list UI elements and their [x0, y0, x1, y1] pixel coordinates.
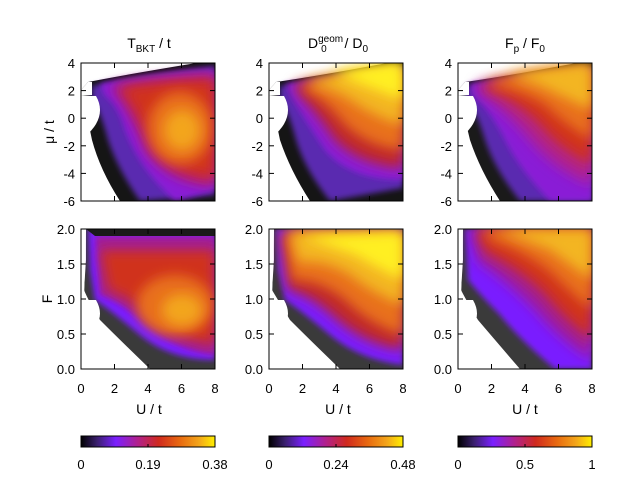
heatmap-panel-tbkt-f	[80, 228, 216, 370]
y-tick-label: 0.5	[245, 327, 263, 342]
y-tick-label: 0	[445, 111, 452, 126]
x-tick-label: 2	[111, 381, 118, 396]
colorbar-tick-label: 1	[588, 457, 595, 472]
x-tick-label: 4	[144, 381, 151, 396]
x-tick-label: 8	[588, 381, 595, 396]
y-tick-label: -2	[251, 139, 263, 154]
colorbar-tick-label: 0	[77, 457, 84, 472]
colorbar-tick-label: 0	[265, 457, 272, 472]
heatmap-field	[458, 63, 592, 201]
panel-title-d0geom: Dgeom 0 / D0	[308, 34, 368, 55]
x-tick-label: 0	[454, 381, 461, 396]
y-tick-label: 0.0	[434, 362, 452, 377]
heatmap-field	[458, 229, 592, 369]
y-tick-label: 1.5	[57, 257, 75, 272]
y-tick-label: 1.5	[434, 257, 452, 272]
y-tick-label: 0.5	[434, 327, 452, 342]
y-tick-label: -6	[63, 194, 75, 209]
y-tick-label: 2.0	[57, 222, 75, 237]
x-tick-label: 8	[211, 381, 218, 396]
y-axis-label-mu: μ / t	[41, 120, 57, 144]
y-tick-label: 1.0	[245, 292, 263, 307]
y-tick-label: 2	[256, 84, 263, 99]
tick-labels: 4 2 0 -2 -4 -6 4 2 0 -2 -4 -6 4 2 0 -2 -4 -6 2.0 1.5 1.0 0.5 0…	[57, 56, 596, 396]
x-tick-label: 4	[521, 381, 528, 396]
x-tick-label: 4	[332, 381, 339, 396]
y-tick-label: 2	[445, 84, 452, 99]
y-axis-label-f: F	[39, 295, 55, 304]
y-tick-label: 0.5	[57, 327, 75, 342]
y-tick-label: -2	[440, 139, 452, 154]
heatmap-panel-fp-f	[457, 228, 593, 370]
heatmap-panel-d0geom-f	[268, 228, 404, 370]
colorbar-tick-label: 0	[454, 457, 461, 472]
colorbars: 0 0.19 0.38 0 0.24 0.48 0 0.5 1	[77, 435, 596, 472]
y-tick-label: 0.0	[57, 362, 75, 377]
panel-title-fp: Fp / F0	[505, 35, 545, 55]
x-tick-label: 8	[399, 381, 406, 396]
y-tick-label: -6	[251, 194, 263, 209]
y-tick-label: -4	[63, 166, 75, 181]
y-tick-label: 4	[256, 56, 263, 71]
y-tick-label: 1.0	[434, 292, 452, 307]
heatmap-field	[269, 63, 403, 201]
x-tick-label: 6	[555, 381, 562, 396]
colorbar-tick-label: 0.5	[516, 457, 534, 472]
colorbar-tick-label: 0.24	[323, 457, 348, 472]
y-tick-label: -6	[440, 194, 452, 209]
heatmap-panel-fp	[457, 62, 593, 202]
x-axis-label-middle: U / t	[325, 401, 351, 417]
y-tick-label: 1.0	[57, 292, 75, 307]
y-tick-label: -4	[251, 166, 263, 181]
y-tick-label: 2.0	[245, 222, 263, 237]
colorbar-tick-label: 0.19	[135, 457, 160, 472]
heatmap-field	[81, 63, 215, 201]
x-axis-label-left: U / t	[136, 401, 162, 417]
y-tick-label: 0.0	[245, 362, 263, 377]
heatmap-field	[81, 229, 215, 369]
y-tick-label: 2	[68, 84, 75, 99]
y-tick-label: -4	[440, 166, 452, 181]
x-axis-label-right: U / t	[512, 401, 538, 417]
y-tick-label: 0	[68, 111, 75, 126]
x-tick-label: 2	[488, 381, 495, 396]
colorbar-tick-label: 0.38	[202, 457, 227, 472]
heatmap-panel-tbkt	[80, 62, 216, 202]
x-tick-label: 0	[77, 381, 84, 396]
heatmap-panel-d0geom	[268, 62, 404, 202]
colorbar-tick-label: 0.48	[390, 457, 415, 472]
panel-title-tbkt: TBKT / t	[127, 35, 171, 55]
x-tick-label: 2	[299, 381, 306, 396]
y-tick-label: 2.0	[434, 222, 452, 237]
y-tick-label: 4	[68, 56, 75, 71]
y-tick-label: 0	[256, 111, 263, 126]
x-tick-label: 6	[178, 381, 185, 396]
y-tick-label: 4	[445, 56, 452, 71]
heatmap-field	[269, 229, 403, 369]
x-tick-label: 6	[366, 381, 373, 396]
y-tick-label: 1.5	[245, 257, 263, 272]
x-tick-label: 0	[265, 381, 272, 396]
y-tick-label: -2	[63, 139, 75, 154]
